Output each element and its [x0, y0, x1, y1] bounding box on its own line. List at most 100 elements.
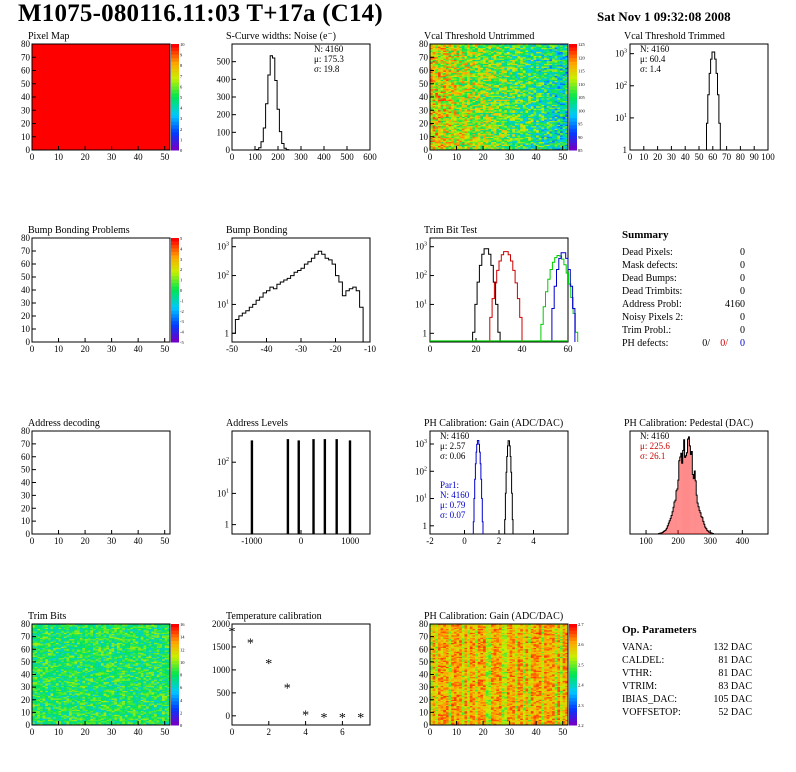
vcal-untrimmed-ylabel: 50	[419, 79, 429, 89]
summary-value: 0	[740, 312, 745, 323]
ph-gain-ylabel: 103	[415, 439, 427, 449]
address-decoding-xlabel: 30	[107, 536, 117, 546]
trim-bits-colorbar-band	[171, 714, 179, 719]
vcal-untrimmed-ylabel: 20	[419, 119, 429, 129]
ph-gain-map-colorbar-band	[569, 698, 577, 702]
vcal-trimmed-xlabel: 50	[695, 152, 705, 162]
vcal-trimmed-ylabel: 101	[615, 113, 627, 123]
scurve-noise-ylabel: 500	[217, 57, 231, 67]
vcal-untrimmed-zlabel: 90	[578, 135, 583, 140]
vcal-untrimmed-colorbar-band	[569, 118, 577, 123]
ph-pedestal-bar	[696, 495, 697, 534]
bump-problems-title: Bump Bonding Problems	[28, 225, 130, 236]
trim-bits-ylabel: 80	[21, 619, 31, 629]
summary-ph-value: 0	[740, 338, 745, 349]
vcal-untrimmed-colorbar-band	[569, 132, 577, 137]
ph-pedestal-stat: σ: 26.1	[640, 451, 665, 461]
trim-bits-colorbar-band	[171, 634, 179, 638]
pixel-map-zlabel: 9	[180, 53, 183, 58]
pixel-map-colorbar-band	[171, 75, 179, 80]
vcal-untrimmed-colorbar-band	[569, 111, 577, 116]
ph-pedestal-bar	[665, 530, 667, 534]
pixel-map-colorbar	[171, 44, 179, 151]
pixel-map-colorbar-band	[171, 125, 179, 130]
vcal-untrimmed-colorbar-band	[569, 114, 577, 119]
trim-bits-title: Trim Bits	[28, 611, 66, 622]
pixel-map-ylabel: 70	[21, 52, 31, 62]
ph-gain-xlabel: -2	[426, 536, 434, 546]
ph-pedestal-stat: N: 4160	[640, 431, 670, 441]
vcal-untrimmed-ylabel: 30	[419, 105, 429, 115]
trim-bits-ylabel: 70	[21, 632, 31, 642]
address-levels-title: Address Levels	[226, 418, 288, 429]
scurve-noise-stat: N: 4160	[314, 44, 344, 54]
ph-gain-map-colorbar-band	[569, 634, 577, 638]
vcal-untrimmed-colorbar-band	[569, 93, 577, 98]
vcal-untrimmed-zlabel: 105	[578, 95, 586, 100]
bump-problems-ylabel: 80	[21, 233, 31, 243]
temperature-calibration-xlabel: 4	[303, 727, 308, 737]
vcal-untrimmed-colorbar-band	[569, 75, 577, 80]
summary-value: 0	[740, 325, 745, 336]
ph-gain-stat: σ: 0.06	[440, 451, 466, 461]
op-param-value: 83 DAC	[718, 681, 752, 692]
ph-gain-map-ylabel: 0	[424, 720, 429, 730]
ph-pedestal-bar	[697, 503, 698, 534]
summary-ph-value: 0/	[720, 338, 728, 349]
address-decoding-ylabel: 30	[21, 490, 31, 500]
vcal-untrimmed-xlabel: 40	[532, 152, 542, 162]
pixel-map-colorbar-band	[171, 146, 179, 151]
vcal-untrimmed-zlabel: 125	[578, 42, 586, 47]
vcal-untrimmed-colorbar-band	[569, 121, 577, 126]
ph-pedestal-bar	[675, 490, 677, 534]
bump-problems-colorbar-band	[171, 328, 179, 333]
ph-gain-map-ylabel: 60	[419, 644, 429, 654]
scurve-noise-ylabel: 0	[226, 145, 231, 155]
panel-address-levels: Address Levels -1000 0 1000 1 101 102	[217, 418, 371, 546]
panel-trim-bits: Trim Bits 0 2 4 6 8 10 12 14 16 0 10 20 30 40 50 0 10 20 30…	[21, 611, 185, 737]
address-levels-spike	[348, 440, 352, 534]
temperature-calibration-point: *	[265, 657, 272, 672]
temperature-calibration-ylabel: 2000	[212, 619, 231, 629]
ph-pedestal-bar	[685, 455, 687, 534]
trim-bits-colorbar-band	[171, 647, 179, 652]
trim-bits-colorbar-band	[171, 640, 179, 645]
temperature-calibration-xlabel: 0	[230, 727, 235, 737]
trim-bits-zlabel: 14	[180, 635, 185, 640]
vcal-untrimmed-colorbar-band	[569, 107, 577, 112]
bump-problems-zlabel: -5	[180, 340, 184, 345]
trim-bits-ylabel: 40	[21, 670, 31, 680]
trim-bit-test-ylabel: 103	[415, 242, 427, 252]
ph-gain-map-colorbar-band	[569, 650, 577, 655]
ph-gain-map-ylabel: 10	[419, 707, 429, 717]
pixel-map-colorbar-band	[171, 58, 179, 63]
pixel-map-colorbar-band	[171, 93, 179, 98]
bump-problems-ylabel: 70	[21, 246, 31, 256]
scurve-noise-xlabel: 600	[363, 152, 377, 162]
bump-problems-colorbar-band	[171, 317, 179, 322]
trim-bits-colorbar-band	[171, 694, 179, 699]
summary-label: Dead Bumps:	[622, 273, 677, 284]
ph-pedestal-xlabel: 200	[671, 536, 685, 546]
address-levels-ylabel: 102	[217, 457, 229, 467]
ph-pedestal-bar	[700, 516, 702, 534]
pixel-map-colorbar-band	[171, 100, 179, 105]
bump-problems-colorbar-band	[171, 310, 179, 315]
address-decoding-ylabel: 50	[21, 465, 31, 475]
trim-bits-cells	[32, 624, 171, 726]
bump-problems-xlabel: 50	[160, 344, 170, 354]
scurve-noise-ylabel: 300	[217, 92, 231, 102]
panel-trim-bit-test: Trim Bit Test 0 20 40 60 1 101 102 103	[415, 225, 579, 354]
ph-gain-map-xlabel: 50	[558, 727, 568, 737]
address-decoding-title: Address decoding	[28, 418, 100, 429]
address-decoding-xlabel: 40	[134, 536, 144, 546]
vcal-untrimmed-colorbar-band	[569, 61, 577, 66]
trim-bits-colorbar-band	[171, 677, 179, 682]
bump-bonding-ylabel: 101	[217, 299, 229, 309]
temperature-calibration-ylabel: 1000	[212, 665, 231, 675]
trim-bit-test-ylabel: 1	[423, 328, 428, 338]
pixel-map-zlabel: 10	[180, 42, 185, 47]
bump-problems-ylabel: 0	[26, 337, 31, 347]
ph-gain-map-colorbar-band	[569, 637, 577, 642]
address-decoding-ylabel: 60	[21, 452, 31, 462]
